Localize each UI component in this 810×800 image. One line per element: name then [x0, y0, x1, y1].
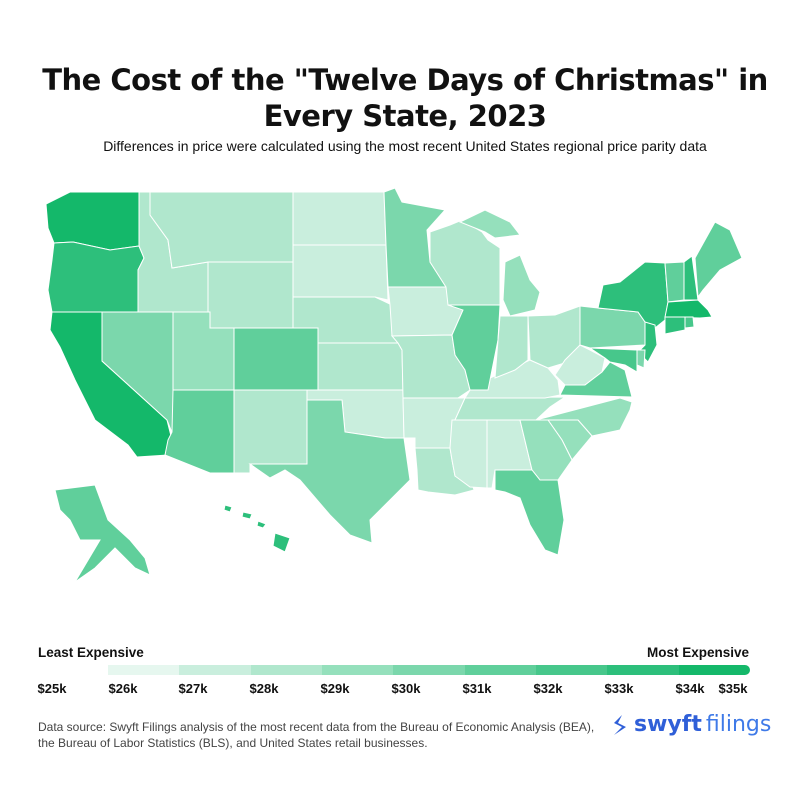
legend-low-label: Least Expensive — [38, 645, 144, 660]
swyft-logo-icon — [614, 714, 626, 735]
subtitle: Differences in price were calculated usi… — [103, 138, 707, 154]
state-nm — [233, 389, 308, 474]
state-hi — [241, 511, 253, 520]
legend-high-label: Most Expensive — [646, 645, 749, 660]
logo-text-swyft: swyft — [634, 712, 702, 737]
legend-tick: $33k — [604, 681, 634, 696]
state-me — [694, 221, 743, 299]
legend-swatch-1 — [179, 665, 251, 675]
legend-swatch-6 — [535, 665, 608, 675]
page-title: The Cost of the "Twelve Days of Christma… — [42, 63, 768, 133]
legend-tick: $32k — [533, 681, 563, 696]
state-wy — [207, 261, 294, 329]
us-state-map — [45, 187, 743, 583]
state-mi — [458, 209, 521, 239]
data-source-note: Data source: Swyft Filings analysis of t… — [38, 720, 595, 750]
legend-swatch-0 — [108, 665, 180, 675]
state-sd — [292, 244, 389, 301]
state-co — [233, 327, 319, 391]
logo-text-filings: filings — [705, 712, 772, 737]
legend-swatch-7 — [607, 665, 679, 675]
legend-tick: $30k — [391, 681, 421, 696]
legend-tick: $27k — [178, 681, 208, 696]
state-va — [559, 361, 633, 398]
legend-swatch-4 — [393, 665, 465, 675]
state-or — [47, 241, 145, 313]
state-tx — [248, 399, 411, 544]
state-hi — [223, 504, 233, 513]
legend-tick: $35k — [718, 681, 748, 696]
state-ct — [664, 316, 686, 335]
state-fl — [494, 469, 565, 556]
state-mn — [383, 187, 447, 288]
state-hi — [272, 532, 291, 553]
state-mt — [149, 191, 294, 269]
state-ma — [664, 299, 713, 319]
legend-tick: $26k — [108, 681, 138, 696]
state-pa — [579, 305, 646, 349]
state-wi — [429, 219, 501, 306]
legend-swatch-8 — [678, 665, 750, 675]
legend-tick: $29k — [320, 681, 350, 696]
state-mi — [502, 254, 541, 317]
legend-tick: $28k — [249, 681, 279, 696]
state-nd — [292, 191, 387, 246]
state-de — [636, 349, 646, 369]
state-hi — [256, 520, 267, 529]
state-wa — [45, 191, 140, 251]
legend-ticks: $25k $26k $27k $28k $29k $30k $31k $32k $33k $34k… — [0, 681, 810, 697]
legend-swatch-5 — [464, 665, 536, 675]
legend-tick: $25k — [37, 681, 67, 696]
state-ak — [54, 484, 151, 583]
legend-swatch-3 — [321, 665, 394, 675]
legend-tick: $34k — [675, 681, 705, 696]
legend-swatch-2 — [250, 665, 322, 675]
legend-color-bar — [108, 665, 750, 675]
state-az — [164, 389, 235, 474]
state-md — [588, 347, 638, 373]
legend-tick: $31k — [462, 681, 492, 696]
state-ks — [317, 342, 404, 391]
state-vt — [664, 261, 685, 303]
state-ri — [684, 316, 695, 329]
swyft-filings-logo: swyft filings — [610, 712, 771, 737]
